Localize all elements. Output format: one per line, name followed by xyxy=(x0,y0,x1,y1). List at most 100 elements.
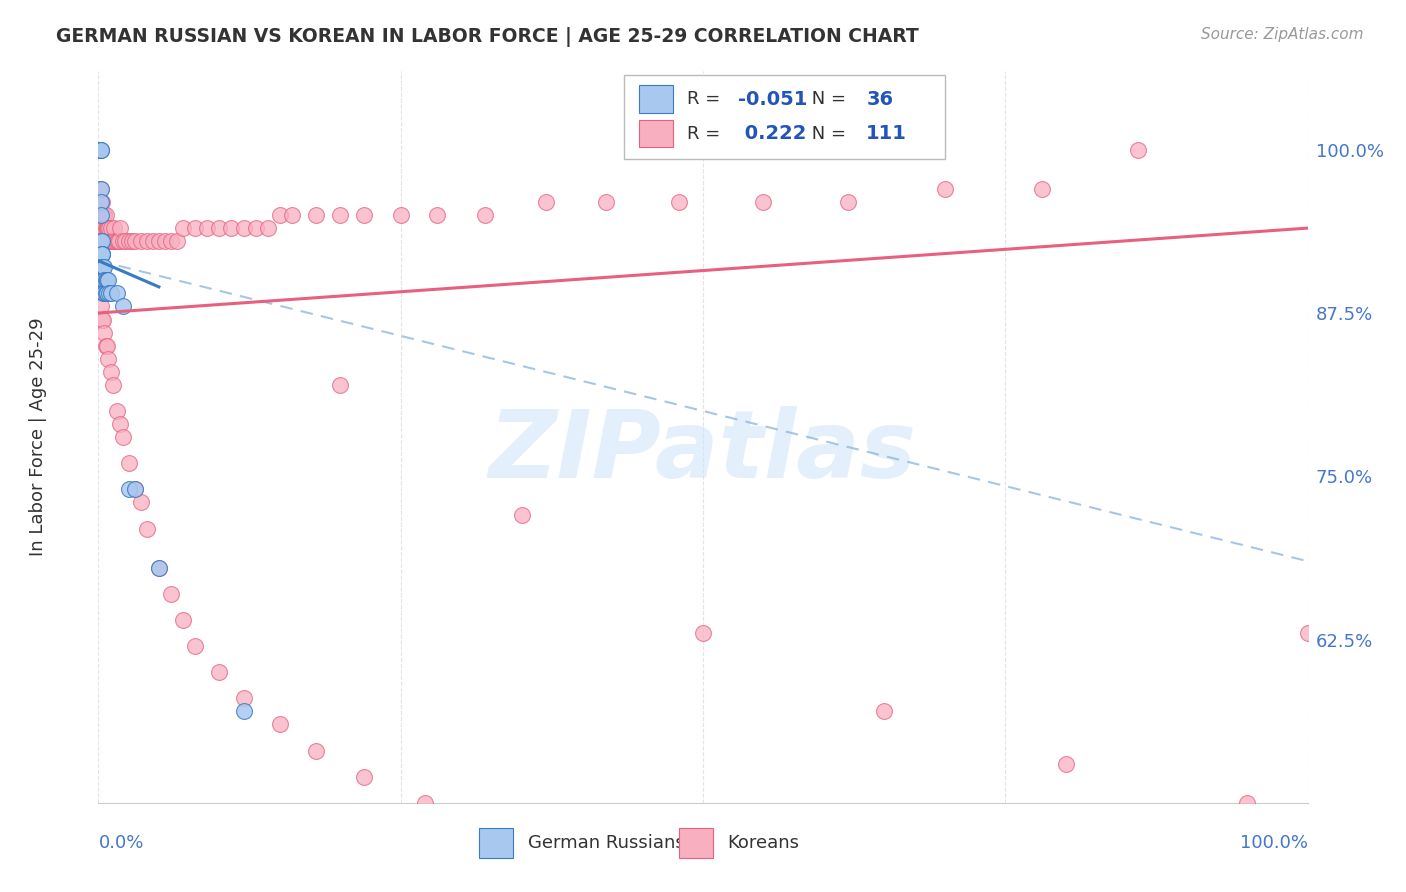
Text: 0.0%: 0.0% xyxy=(98,834,143,852)
Point xyxy=(91,273,114,287)
Point xyxy=(94,208,117,222)
Point xyxy=(89,143,111,157)
Point xyxy=(510,508,533,523)
Text: ZIPatlas: ZIPatlas xyxy=(489,406,917,498)
Point xyxy=(96,339,118,353)
Point xyxy=(148,560,170,574)
Point xyxy=(1236,796,1258,810)
Point xyxy=(91,273,114,287)
Point xyxy=(104,234,127,248)
Point xyxy=(91,312,114,326)
Text: N =: N = xyxy=(806,90,852,108)
Point xyxy=(93,286,115,301)
Point xyxy=(100,234,122,248)
Point xyxy=(89,143,111,157)
Point xyxy=(108,221,131,235)
Point xyxy=(166,234,188,248)
Point xyxy=(121,234,143,248)
Point xyxy=(135,522,157,536)
Point xyxy=(353,208,375,222)
Text: 36: 36 xyxy=(866,90,893,109)
Point xyxy=(93,326,115,340)
Point xyxy=(153,234,176,248)
Point xyxy=(124,483,146,497)
Point xyxy=(105,404,128,418)
Point xyxy=(100,221,122,235)
Text: R =: R = xyxy=(688,125,727,143)
Point xyxy=(98,234,121,248)
Point xyxy=(148,560,170,574)
Point xyxy=(97,273,120,287)
Point xyxy=(91,247,114,261)
Point xyxy=(93,208,115,222)
Point xyxy=(91,260,114,275)
Point xyxy=(118,456,141,470)
Point xyxy=(413,796,436,810)
Text: 0.222: 0.222 xyxy=(738,124,807,143)
Point xyxy=(269,208,291,222)
Point xyxy=(160,234,183,248)
Point xyxy=(108,234,131,248)
Point xyxy=(90,143,112,157)
Point xyxy=(111,430,134,444)
Point xyxy=(101,377,124,392)
Point xyxy=(100,234,122,248)
Point xyxy=(93,260,115,275)
Point xyxy=(94,339,117,353)
Point xyxy=(90,234,112,248)
Point xyxy=(90,300,112,314)
Point xyxy=(232,221,254,235)
Point xyxy=(142,234,165,248)
FancyBboxPatch shape xyxy=(479,829,513,858)
Point xyxy=(114,234,136,248)
Point xyxy=(195,221,218,235)
Point xyxy=(89,143,111,157)
Text: 111: 111 xyxy=(866,124,907,143)
Point xyxy=(89,143,111,157)
Point xyxy=(160,587,183,601)
Point xyxy=(148,234,170,248)
Point xyxy=(184,639,207,653)
Point xyxy=(426,208,449,222)
Point xyxy=(124,234,146,248)
Point xyxy=(172,613,194,627)
Point xyxy=(90,194,112,209)
Point xyxy=(232,691,254,706)
Point xyxy=(100,234,122,248)
Point xyxy=(89,143,111,157)
Point xyxy=(93,208,115,222)
Point xyxy=(90,194,112,209)
Point xyxy=(100,286,122,301)
Point xyxy=(89,143,111,157)
Point xyxy=(184,221,207,235)
Point xyxy=(105,286,128,301)
Text: Source: ZipAtlas.com: Source: ZipAtlas.com xyxy=(1201,27,1364,42)
Point xyxy=(474,208,496,222)
Point xyxy=(1128,143,1150,157)
Point xyxy=(1054,756,1077,771)
Point xyxy=(221,221,243,235)
Point xyxy=(100,365,122,379)
Point xyxy=(94,286,117,301)
Point xyxy=(94,234,117,248)
Point xyxy=(91,260,114,275)
Point xyxy=(93,273,115,287)
Point xyxy=(90,182,112,196)
Point xyxy=(94,221,117,235)
Point xyxy=(101,234,124,248)
Point xyxy=(232,705,254,719)
Text: -0.051: -0.051 xyxy=(738,90,807,109)
Point xyxy=(172,221,194,235)
Point xyxy=(1031,835,1053,849)
Point xyxy=(89,194,111,209)
Point xyxy=(91,208,114,222)
Text: In Labor Force | Age 25-29: In Labor Force | Age 25-29 xyxy=(30,318,46,557)
Point xyxy=(91,208,114,222)
Point xyxy=(571,835,593,849)
Point xyxy=(1152,822,1174,836)
Point xyxy=(96,273,118,287)
Point xyxy=(96,234,118,248)
Point xyxy=(100,234,122,248)
Point xyxy=(486,822,509,836)
Point xyxy=(1296,626,1319,640)
